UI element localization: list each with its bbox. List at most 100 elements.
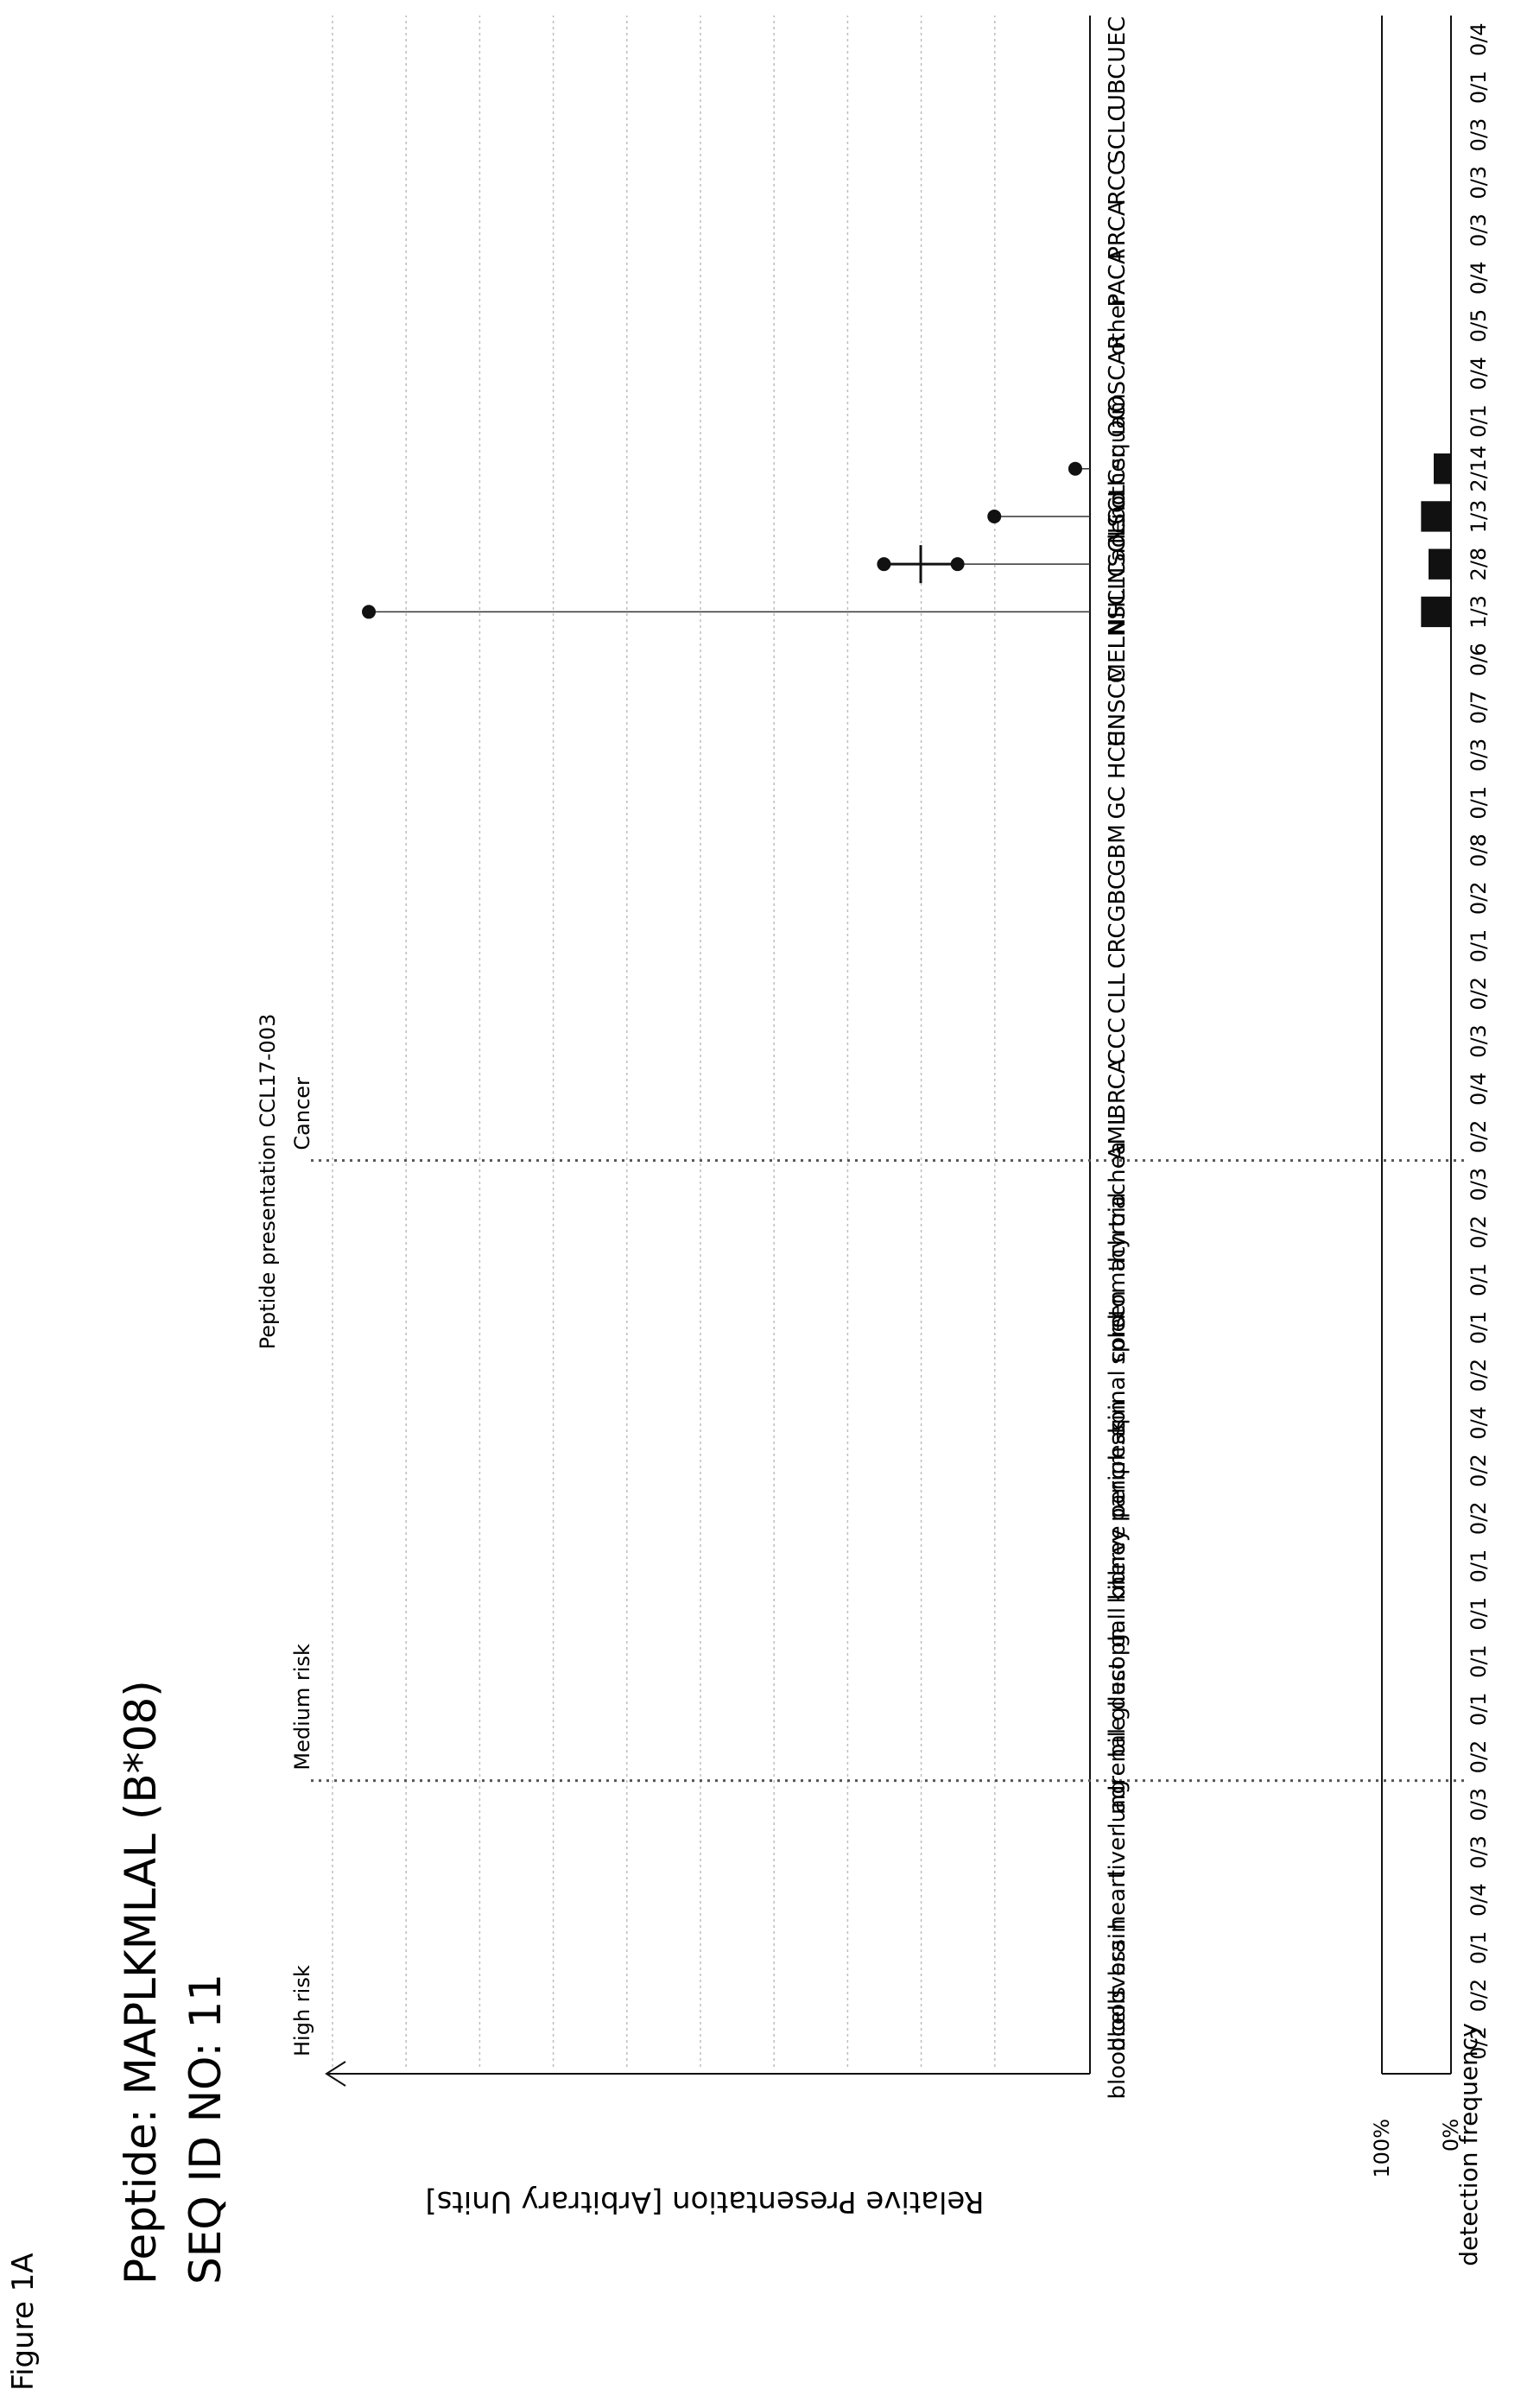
frequency-value: 2/8 [1467, 548, 1491, 581]
frequency-value: 0/3 [1467, 213, 1491, 247]
category-label: PRCA [1105, 200, 1131, 260]
category-label: OSCAR [1105, 334, 1131, 413]
frequency-value: 0/4 [1467, 261, 1491, 295]
frequency-axis-label: detection frequency [1454, 2023, 1483, 2266]
frequency-value: 0/2 [1467, 1740, 1491, 1774]
category-label: spleen [1105, 1290, 1131, 1365]
frequency-value: 0/1 [1467, 1263, 1491, 1296]
category-label: liver [1105, 1828, 1131, 1877]
category-label: NHL [1105, 588, 1131, 635]
data-point [950, 557, 965, 572]
category-label: bloodvess [1105, 1939, 1131, 2052]
frequency-value: 1/3 [1467, 500, 1491, 534]
category-label: BRCA [1105, 1058, 1131, 1119]
frequency-value: 0/3 [1467, 166, 1491, 200]
y-axis-label: Relative Presentation [Arbitrary Units] [425, 2184, 984, 2219]
category-label: bile duct [1105, 1660, 1131, 1758]
category-label: PACA [1105, 249, 1131, 307]
frequency-value: 0/2 [1467, 1979, 1491, 2012]
frequency-bar [1421, 501, 1452, 532]
peptide-title: Peptide: MAPLKMLAL (B*08) [116, 1680, 166, 2284]
category-label: CLL [1105, 973, 1131, 1014]
frequency-value: 0/1 [1467, 1549, 1491, 1583]
presentation-chart: Relative Presentation [Arbitrary Units] P… [256, 16, 1491, 2266]
frequency-value: 0/1 [1467, 1311, 1491, 1345]
seq-id-title: SEQ ID NO: 11 [181, 1974, 231, 2284]
frequency-value: 0/1 [1467, 929, 1491, 963]
data-point [362, 605, 377, 619]
category-label: bloodcells [1105, 1987, 1131, 2099]
category-label: UBC [1105, 64, 1131, 111]
category-label: stomach [1105, 1232, 1131, 1328]
frequency-value: 0/1 [1467, 786, 1491, 820]
frequency-value: 0/2 [1467, 2026, 1491, 2060]
category-label: lung [1105, 1780, 1131, 1829]
y-axis-arrow [325, 2061, 346, 2087]
frequency-value: 0/2 [1467, 1120, 1491, 1154]
chart-title: Peptide presentation CCL17-003 [256, 1014, 280, 1350]
frequency-value: 0/1 [1467, 1644, 1491, 1678]
frequency-value: 0/4 [1467, 1406, 1491, 1440]
frequency-value: 0/6 [1467, 643, 1491, 676]
figure-label: Figure 1A [6, 2253, 41, 2391]
category-label: adrenal gl [1105, 1701, 1131, 1813]
frequency-bar [1421, 596, 1452, 628]
frequency-value: 0/1 [1467, 404, 1491, 438]
frequency-bar [1429, 548, 1451, 580]
data-point [877, 557, 891, 572]
frequency-bar [1434, 453, 1451, 485]
frequency-value: 0/2 [1467, 1502, 1491, 1536]
category-label: AML [1105, 1112, 1131, 1160]
frequency-value: 0/1 [1467, 1931, 1491, 1965]
frequency-value: 0/4 [1467, 1883, 1491, 1917]
frequency-value: 2/14 [1467, 446, 1491, 492]
frequency-0-label: 0% [1439, 2119, 1463, 2151]
category-label: thyroid [1105, 1193, 1131, 1272]
frequency-value: 0/8 [1467, 833, 1491, 867]
category-label: NSCLCadeno [1105, 491, 1131, 637]
frequency-value: 0/1 [1467, 71, 1491, 105]
category-label: MEL [1105, 636, 1131, 682]
category-label: GC [1105, 786, 1131, 819]
frequency-value: 0/1 [1467, 1597, 1491, 1631]
frequency-value: 0/4 [1467, 357, 1491, 390]
category-label: gall bl [1105, 1580, 1131, 1648]
frequency-value: 0/4 [1467, 1072, 1491, 1106]
frequency-value: 0/3 [1467, 1168, 1491, 1201]
category-label: NSCLCother [1105, 449, 1131, 584]
frequency-value: 0/2 [1467, 1215, 1491, 1249]
frequency-value: 0/2 [1467, 977, 1491, 1011]
frequency-value: 0/2 [1467, 1359, 1491, 1392]
frequency-100-label: 100% [1370, 2119, 1394, 2178]
frequency-value: 0/7 [1467, 691, 1491, 725]
category-label: GBC [1105, 874, 1131, 922]
frequency-value: 0/2 [1467, 881, 1491, 915]
category-label: RCC [1105, 160, 1131, 206]
category-label: skin [1105, 1400, 1131, 1445]
frequency-value: 0/3 [1467, 1024, 1491, 1058]
category-label: brain [1105, 1919, 1131, 1977]
category-label: OC [1105, 404, 1131, 438]
frequency-value: 1/3 [1467, 595, 1491, 629]
group-label: Cancer [290, 1077, 314, 1150]
category-label: HNSCC [1105, 668, 1131, 747]
category-label: NSCLCsquam [1105, 393, 1131, 544]
group-label: High risk [290, 1965, 314, 2056]
category-label: GBM [1105, 824, 1131, 876]
category-label: CCC [1105, 1017, 1131, 1064]
group-label: Medium risk [290, 1644, 314, 1771]
category-label: other [1105, 295, 1131, 356]
frequency-value: 0/3 [1467, 118, 1491, 152]
frequency-value: 0/3 [1467, 1788, 1491, 1822]
frequency-value: 0/3 [1467, 1835, 1491, 1869]
data-point [1068, 461, 1082, 476]
category-label: esoph [1105, 1627, 1131, 1695]
category-label: pancreas [1105, 1419, 1131, 1522]
frequency-value: 0/5 [1467, 309, 1491, 343]
category-label: HCC [1105, 731, 1131, 779]
frequency-value: 0/1 [1467, 1692, 1491, 1726]
category-label: CRC [1105, 922, 1131, 968]
category-label: spinal cord [1105, 1314, 1131, 1436]
category-label: SCLC [1105, 105, 1131, 163]
